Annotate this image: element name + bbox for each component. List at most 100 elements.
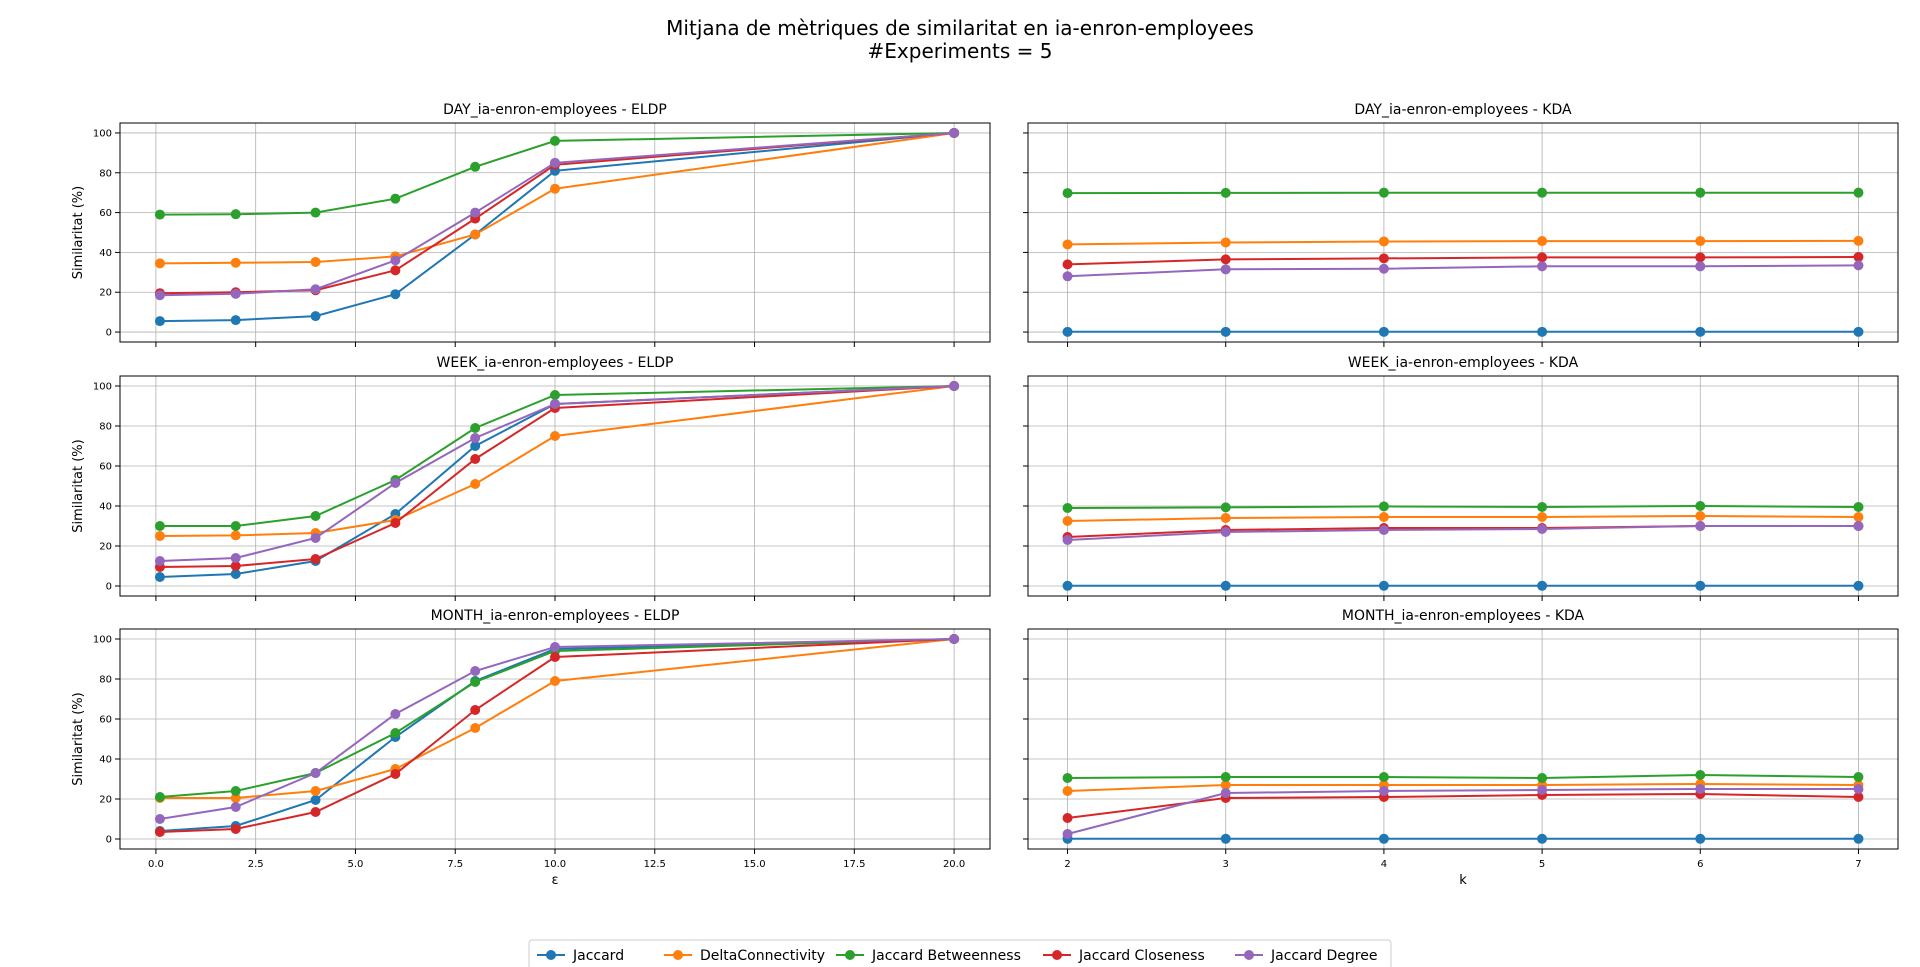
data-point (1695, 833, 1706, 844)
series-jaccard (1062, 326, 1864, 337)
series-line (1067, 264, 1859, 278)
subplot-6: MONTH_ia-enron-employees - KDA 2 3 4 5 6 7 k (1023, 608, 1899, 888)
data-point (1062, 188, 1073, 199)
data-point (1537, 785, 1548, 795)
gridlines (120, 376, 990, 596)
data-point (470, 723, 481, 733)
data-point (1853, 521, 1864, 531)
data-point (1853, 235, 1864, 246)
data-point (949, 634, 960, 644)
data-point (1378, 236, 1389, 247)
y-axis-label: Similaritat (%) (71, 439, 86, 532)
data-point (230, 561, 241, 571)
data-point (1220, 264, 1231, 275)
data-point (550, 399, 560, 409)
legend-marker (1052, 950, 1062, 960)
legend-entry: Jaccard (537, 948, 624, 964)
data-point (1220, 502, 1231, 513)
axes-frame (1027, 375, 1899, 597)
data-point (1853, 260, 1864, 271)
subplot-1: DAY_ia-enron-employees - ELDP 0 20 40 60 80 10… (71, 102, 991, 347)
data-point (230, 569, 241, 579)
series-line (1067, 525, 1859, 541)
series-deltaconnectivity (154, 127, 960, 269)
data-point (550, 183, 560, 194)
series-line (159, 638, 955, 820)
series-jaccard-betweenness (1062, 187, 1864, 199)
data-point (310, 786, 321, 796)
data-point (390, 728, 401, 738)
series-line (1067, 788, 1859, 835)
data-point (1537, 580, 1548, 591)
data-point (230, 793, 241, 803)
data-point (310, 284, 321, 295)
series-jaccard-closeness (1062, 789, 1864, 823)
y-tick-label: 100 (93, 128, 112, 139)
data-point (1062, 271, 1073, 282)
y-tick-label: 40 (99, 755, 112, 766)
y-tick-label: 40 (99, 502, 112, 513)
y-tick-label: 80 (99, 168, 112, 179)
legend-entry: Jaccard Degree (1235, 948, 1377, 964)
y-tick-label: 20 (99, 542, 112, 553)
data-point (390, 289, 401, 300)
data-point (1220, 780, 1231, 790)
data-point (1537, 512, 1548, 522)
y-tick-label: 0 (106, 582, 112, 593)
data-point (550, 390, 560, 400)
data-point (470, 229, 481, 240)
data-point (1853, 187, 1864, 198)
data-point (1062, 773, 1073, 783)
series-jaccard-closeness (1062, 521, 1864, 542)
data-point (1220, 254, 1231, 265)
x-axis-label: k (1459, 873, 1467, 888)
data-point (390, 255, 401, 266)
data-point (230, 288, 241, 299)
data-point (1378, 326, 1389, 337)
subplot-5: MONTH_ia-enron-employees - ELDP 0.0 2.5 5.0… (71, 608, 991, 888)
data-point (1853, 580, 1864, 591)
data-point (470, 423, 481, 433)
data-point (1537, 187, 1548, 198)
data-point (1695, 501, 1706, 511)
data-point (1378, 263, 1389, 274)
data-point (230, 315, 241, 326)
data-point (550, 135, 560, 146)
data-point (1062, 580, 1073, 591)
x-tick-label: 5 (1539, 859, 1545, 870)
y-tick-label: 0 (106, 328, 112, 339)
series-line (159, 638, 955, 833)
data-point (230, 553, 241, 563)
data-point (550, 642, 560, 652)
data-point (1220, 237, 1231, 248)
series-line (1067, 792, 1859, 819)
data-point (310, 807, 321, 817)
y-axis-label: Similaritat (%) (71, 692, 86, 785)
data-point (1853, 784, 1864, 794)
data-point (1537, 524, 1548, 534)
y-tick-label: 80 (99, 675, 112, 686)
legend-marker (845, 950, 855, 960)
x-tick-label: 20.0 (943, 859, 965, 870)
legend-label: Jaccard Closeness (1078, 948, 1205, 964)
data-point (470, 161, 481, 172)
data-point (310, 311, 321, 322)
data-point (470, 666, 481, 676)
legend-marker (673, 950, 683, 960)
legend-marker (1244, 950, 1254, 960)
series-jaccard-degree (1062, 521, 1864, 545)
data-point (550, 652, 560, 662)
series-line (1067, 773, 1859, 780)
series-line (1067, 256, 1859, 266)
data-point (154, 572, 165, 582)
subplot-title: MONTH_ia-enron-employees - KDA (1342, 608, 1585, 624)
data-point (1220, 527, 1231, 537)
legend-entry: Jaccard Closeness (1043, 948, 1205, 964)
series-jaccard-degree (154, 634, 960, 824)
y-tick-label: 0 (106, 835, 112, 846)
y-tick-label: 60 (99, 208, 112, 219)
series-jaccard-degree (1062, 260, 1864, 282)
series-jaccard-closeness (154, 381, 960, 572)
data-point (1695, 187, 1706, 198)
gridlines (120, 629, 990, 849)
